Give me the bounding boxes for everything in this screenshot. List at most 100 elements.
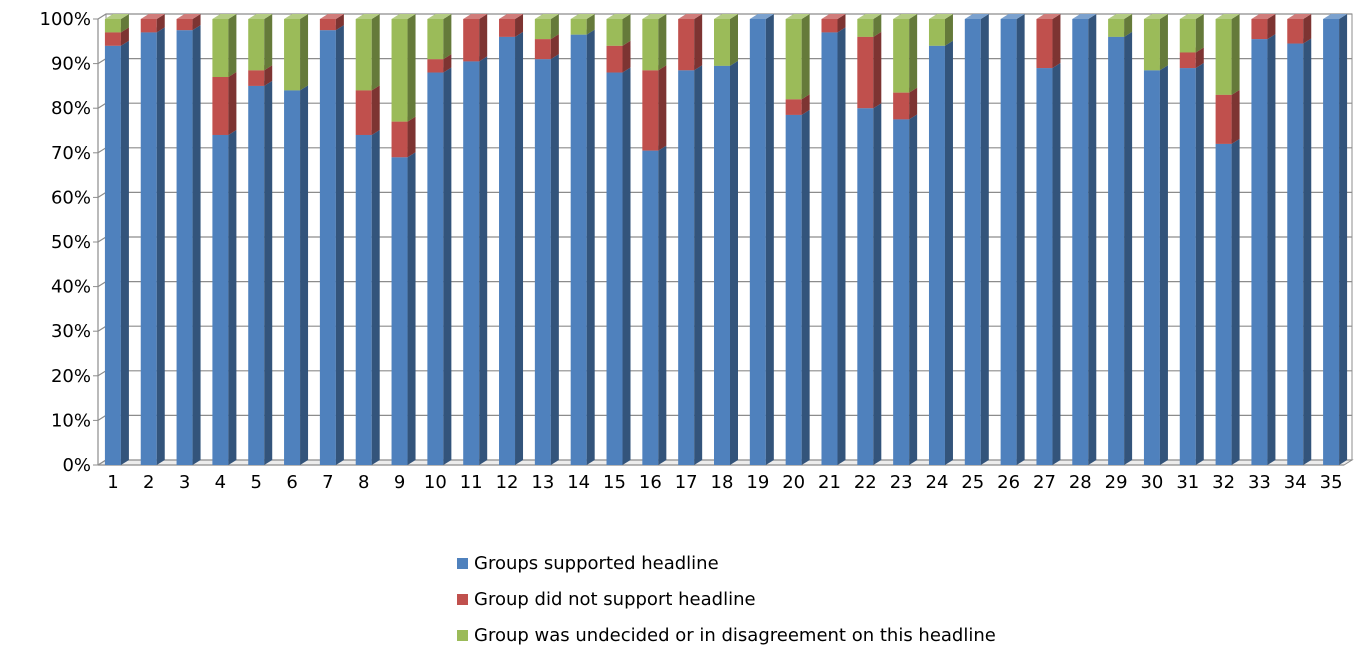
bar-side [335,25,344,466]
bar-front [427,72,444,466]
x-tick-label: 21 [818,472,841,493]
bar-segment [391,14,416,122]
bar-top [821,14,846,19]
bar-side [192,25,201,466]
bar-segment [391,152,416,465]
bar-top [893,14,918,19]
bar-top [499,14,524,19]
bar-side [1195,14,1204,53]
x-tick-label: 19 [746,472,769,493]
bar-side [264,65,273,86]
bar-front [678,19,695,71]
y-tick-label: 50% [51,232,91,253]
bar-front [319,30,336,466]
bar-side [300,14,309,91]
bar-side [837,14,846,33]
bar-side [730,60,738,465]
bar-side [156,14,165,33]
bar-segment [678,65,703,465]
bar-segment [857,103,882,465]
bar-front [212,76,229,135]
bar-segment [391,116,416,158]
bar-front [248,19,265,71]
bar-side [1267,14,1276,40]
bar-segment [893,14,918,93]
bar-side [730,14,738,66]
bar-top [714,14,738,19]
bar-segment [964,14,989,465]
bar-front [928,19,945,46]
bar-side [443,14,452,60]
bar-side [192,14,201,31]
bar-segment [534,14,559,40]
bar-top [964,14,989,19]
legend-swatch [457,594,468,605]
bar-front [821,32,838,465]
bar-front [570,19,587,35]
bar-front [140,19,157,33]
x-tick-label: 14 [567,472,590,493]
bar-top [678,14,703,19]
bar-side [1159,14,1168,71]
bar-front [606,45,623,73]
legend: Groups supported headline Group did not s… [457,553,996,646]
bar-segment [857,14,882,37]
bar-top [1215,14,1240,19]
bar-top [355,14,380,19]
bar-side [120,27,129,46]
bar-side [909,114,918,465]
bar-segment [499,31,524,466]
bar-side [120,14,129,33]
bar-segment [176,14,201,31]
bar-top [284,14,309,19]
bar-front [570,34,587,466]
bar-segment [1287,14,1312,44]
bar-segment [928,14,953,46]
bar-side [694,65,703,465]
bar-front [104,45,121,465]
bar-side [371,85,380,135]
bar-front [1323,19,1340,465]
bar-side [1052,63,1061,466]
bar-front [140,32,157,465]
bar-front [785,99,802,115]
bar-segment [212,71,237,135]
bar-top [749,14,774,19]
gridline [97,13,1352,20]
x-tick-label: 29 [1105,472,1128,493]
bar-segment [928,40,953,465]
bar-side [371,129,380,465]
bar-front [319,19,336,31]
bar-front [176,19,193,31]
bar-front [212,134,229,465]
bar-segment [1215,14,1240,95]
bar-segment [821,27,846,465]
bar-segment [463,56,488,466]
bar-top [1323,14,1348,19]
bar-front [355,90,372,135]
bar-front [1287,19,1304,44]
bar-side [1016,14,1025,465]
bar-side [1088,14,1097,465]
bar-front [1215,19,1232,95]
bar-side [443,54,452,73]
x-tick-label: 10 [424,472,447,493]
bar-segment [1108,31,1133,466]
bar-top [1108,14,1133,19]
x-tick-label: 12 [496,472,519,493]
bar-side [1267,34,1276,465]
x-tick-label: 13 [531,472,554,493]
x-tick-label: 24 [926,472,949,493]
bar-side [622,14,631,46]
bar-top [857,14,882,19]
bar-front [104,32,121,46]
bar-front [499,19,516,37]
x-tick-label: 6 [286,472,297,493]
bar-side [1195,47,1204,69]
bar-top [176,14,201,19]
bar-segment [1179,63,1204,466]
bar-top [104,14,129,19]
bars [104,14,1348,466]
bar-segment [606,67,631,466]
bar-top [642,14,667,19]
